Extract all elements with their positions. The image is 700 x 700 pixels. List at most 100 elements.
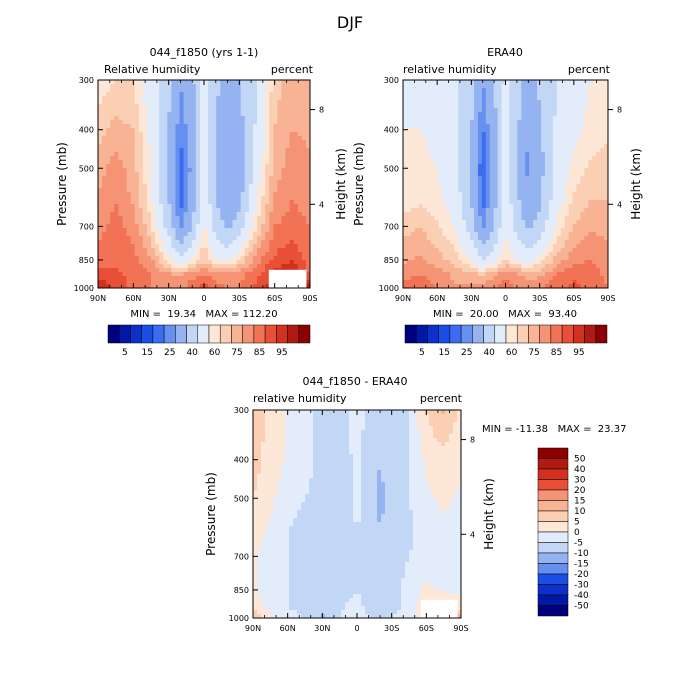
heatmap-cell [462, 116, 467, 121]
heatmap-cell [485, 104, 491, 109]
heatmap-cell [592, 112, 597, 117]
heatmap-cell [244, 128, 250, 133]
heatmap-cell [224, 120, 230, 125]
heatmap-cell [269, 144, 274, 149]
heatmap-cell [179, 124, 185, 129]
heatmap-cell [473, 132, 479, 137]
heatmap-cell [572, 184, 578, 189]
heatmap-cell [410, 180, 416, 185]
heatmap-cell [122, 92, 128, 97]
heatmap-cell [126, 216, 132, 221]
heatmap-cell [163, 268, 168, 273]
heatmap-cell [501, 208, 507, 213]
heatmap-cell [430, 232, 436, 237]
heatmap-cell [403, 120, 408, 125]
heatmap-cell [159, 160, 164, 165]
heatmap-cell [232, 188, 238, 193]
heatmap-cell [517, 120, 522, 125]
heatmap-cell [118, 232, 124, 237]
heatmap-cell [142, 240, 148, 245]
heatmap-cell [580, 160, 585, 165]
heatmap-cell [454, 200, 459, 205]
heatmap-cell [232, 200, 238, 205]
heatmap-cell [191, 164, 197, 169]
heatmap-cell [592, 208, 597, 213]
heatmap-cell [293, 132, 299, 137]
heatmap-cell [252, 216, 258, 221]
heatmap-cell [604, 152, 608, 157]
heatmap-cell [497, 232, 503, 237]
heatmap-cell [110, 252, 115, 257]
heatmap-cell [497, 244, 503, 249]
heatmap-cell [277, 124, 283, 129]
heatmap-cell [138, 104, 144, 109]
heatmap-cell [102, 152, 107, 157]
heatmap-cell [493, 192, 499, 197]
heatmap-cell [232, 96, 238, 101]
heatmap-cell [126, 280, 132, 285]
heatmap-cell [297, 124, 303, 129]
heatmap-cell [293, 252, 299, 257]
heatmap-cell [305, 208, 310, 213]
heatmap-cell [434, 204, 440, 209]
heatmap-cell [281, 108, 287, 113]
heatmap-cell [521, 124, 526, 129]
heatmap-cell [248, 196, 254, 201]
heatmap-cell [462, 120, 467, 125]
heatmap-cell [130, 204, 136, 209]
heatmap-cell [236, 192, 242, 197]
heatmap-cell [438, 100, 444, 105]
heatmap-cell [529, 172, 534, 177]
heatmap-cell [224, 188, 230, 193]
heatmap-cell [418, 232, 424, 237]
heatmap-cell [212, 140, 217, 145]
heatmap-cell [588, 80, 593, 85]
heatmap-cell [544, 128, 550, 133]
heatmap-cell [199, 216, 205, 221]
heatmap-cell [426, 128, 432, 133]
heatmap-cell [106, 108, 111, 113]
heatmap-cell [240, 276, 246, 281]
heatmap-cell [297, 116, 303, 121]
heatmap-cell [529, 192, 534, 197]
heatmap-cell [525, 92, 530, 97]
heatmap-cell [179, 188, 185, 193]
heatmap-cell [151, 188, 156, 193]
heatmap-cell [513, 96, 518, 101]
heatmap-cell [584, 220, 589, 225]
heatmap-cell [281, 168, 287, 173]
heatmap-cell [462, 156, 467, 161]
heatmap-cell [151, 84, 156, 89]
heatmap-cell [142, 228, 148, 233]
heatmap-cell [560, 204, 566, 209]
heatmap-cell [505, 156, 511, 161]
heatmap-cell [163, 280, 168, 285]
heatmap-cell [517, 208, 522, 213]
heatmap-cell [560, 160, 566, 165]
heatmap-cell [171, 88, 177, 93]
heatmap-cell [489, 200, 495, 205]
heatmap-cell [273, 112, 278, 117]
heatmap-cell [497, 220, 503, 225]
heatmap-cell [560, 244, 566, 249]
heatmap-cell [110, 244, 115, 249]
heatmap-cell [232, 256, 238, 261]
heatmap-cell [529, 168, 534, 173]
heatmap-cell [159, 180, 164, 185]
heatmap-cell [568, 100, 574, 105]
heatmap-cell [261, 96, 266, 101]
heatmap-cell [122, 256, 128, 261]
heatmap-cell [98, 152, 103, 157]
heatmap-cell [414, 164, 420, 169]
heatmap-cell [418, 156, 424, 161]
heatmap-cell [114, 92, 119, 97]
heatmap-cell [596, 216, 601, 221]
heatmap-cell [171, 108, 177, 113]
heatmap-cell [596, 88, 601, 93]
heatmap-cell [199, 96, 205, 101]
heatmap-cell [580, 244, 585, 249]
heatmap-cell [236, 248, 242, 253]
heatmap-cell [244, 212, 250, 217]
heatmap-cell [252, 228, 258, 233]
heatmap-cell [212, 116, 217, 121]
